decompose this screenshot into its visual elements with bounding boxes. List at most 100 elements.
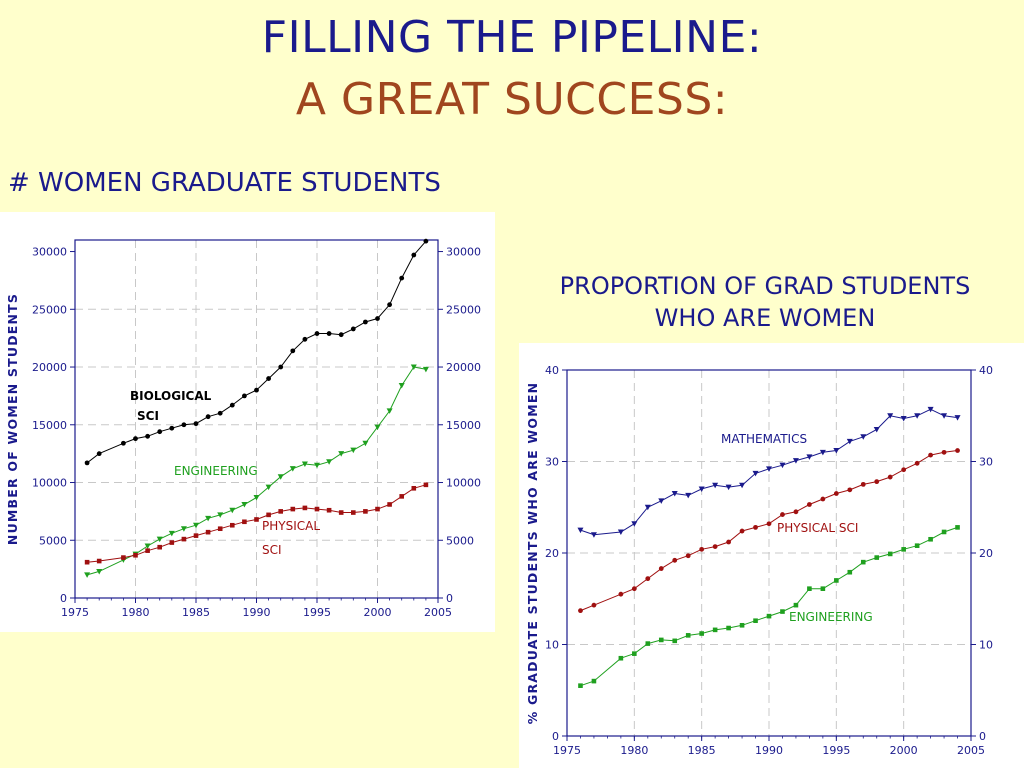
data-point [833, 448, 840, 454]
series-line [86, 240, 427, 464]
data-point [96, 558, 102, 564]
data-point [121, 555, 126, 560]
y-tick-label-left: 20 [545, 547, 559, 560]
x-tick-label: 1990 [755, 744, 783, 757]
slide-title-line1: FILLING THE PIPELINE: [261, 12, 763, 63]
data-point [726, 625, 731, 631]
data-point [169, 425, 175, 431]
data-point [374, 424, 381, 431]
data-point [302, 336, 308, 342]
y-tick-label-left: 20000 [32, 361, 67, 374]
data-point [351, 510, 356, 515]
y-tick-label-left: 40 [545, 364, 559, 377]
data-point [254, 387, 259, 393]
series-label: ENGINEERING [789, 610, 873, 624]
data-point [847, 569, 853, 575]
data-point [326, 507, 332, 513]
data-point [780, 512, 785, 517]
y-tick-label-right: 10 [979, 639, 993, 652]
data-point [217, 526, 223, 532]
data-point [793, 509, 799, 515]
y-tick-label-right: 0 [446, 592, 453, 605]
data-point [617, 529, 624, 535]
data-point [631, 586, 637, 592]
data-point [739, 528, 745, 534]
data-point [253, 495, 260, 501]
series-line [87, 484, 427, 563]
data-point [338, 510, 344, 515]
data-point [145, 548, 150, 553]
y-tick-label-left: 0 [60, 592, 67, 605]
right-chart-heading-line2: WHO ARE WOMEN [654, 304, 876, 332]
data-point [577, 527, 584, 534]
x-tick-label: 2000 [890, 744, 918, 757]
data-point [84, 572, 91, 578]
y-tick-label-left: 0 [552, 730, 559, 743]
data-point [820, 496, 826, 502]
data-point [277, 474, 284, 480]
x-tick-label: 2005 [424, 606, 452, 619]
data-point [193, 533, 199, 538]
data-point [278, 364, 284, 370]
data-point [133, 436, 138, 442]
y-tick-label-left: 5000 [39, 534, 67, 547]
data-point [928, 452, 933, 458]
data-point [698, 486, 705, 492]
data-point [157, 544, 162, 550]
data-point [386, 408, 393, 414]
series-label: SCI [262, 543, 282, 557]
data-point [672, 638, 678, 644]
data-point [806, 454, 813, 460]
data-point [941, 449, 947, 455]
data-point [363, 319, 368, 325]
y-tick-label-right: 25000 [446, 303, 481, 316]
x-tick-label: 2005 [957, 744, 985, 757]
data-point [242, 393, 247, 399]
data-point [699, 546, 705, 552]
data-point [399, 494, 404, 499]
x-tick-label: 1995 [303, 606, 331, 619]
y-tick-label-left: 30000 [32, 246, 67, 259]
data-point [229, 402, 235, 408]
data-point [301, 461, 308, 468]
data-point [591, 602, 597, 608]
data-point [779, 462, 786, 469]
data-point [766, 521, 772, 527]
data-point [289, 466, 296, 472]
data-point [180, 526, 187, 532]
data-point [399, 275, 405, 281]
data-point [230, 522, 235, 528]
data-point [157, 429, 163, 435]
y-axis-title: NUMBER OF WOMEN STUDENTS [5, 293, 20, 545]
data-point [217, 410, 223, 416]
data-point [387, 502, 392, 507]
data-point [314, 331, 320, 336]
data-point [156, 536, 163, 543]
data-point [169, 540, 175, 545]
data-point [398, 383, 405, 389]
data-point [326, 331, 332, 336]
x-tick-label: 1980 [620, 744, 648, 757]
x-tick-label: 1985 [182, 606, 210, 619]
data-point [887, 474, 893, 480]
data-point [96, 568, 103, 575]
data-point [941, 529, 947, 535]
data-point [266, 512, 271, 518]
data-point [338, 451, 345, 457]
y-tick-label-right: 0 [979, 730, 986, 743]
series-line [580, 450, 958, 612]
data-point [618, 591, 624, 597]
data-point [181, 422, 187, 428]
data-point [254, 517, 259, 522]
data-point [860, 481, 866, 487]
y-tick-label-right: 10000 [446, 477, 481, 490]
data-point [121, 440, 126, 446]
data-point [726, 539, 731, 545]
data-point [874, 479, 880, 485]
data-point [144, 543, 151, 550]
data-point [84, 559, 90, 565]
data-point [860, 434, 867, 440]
data-point [242, 519, 247, 525]
data-point [833, 491, 839, 496]
data-point [887, 551, 893, 557]
